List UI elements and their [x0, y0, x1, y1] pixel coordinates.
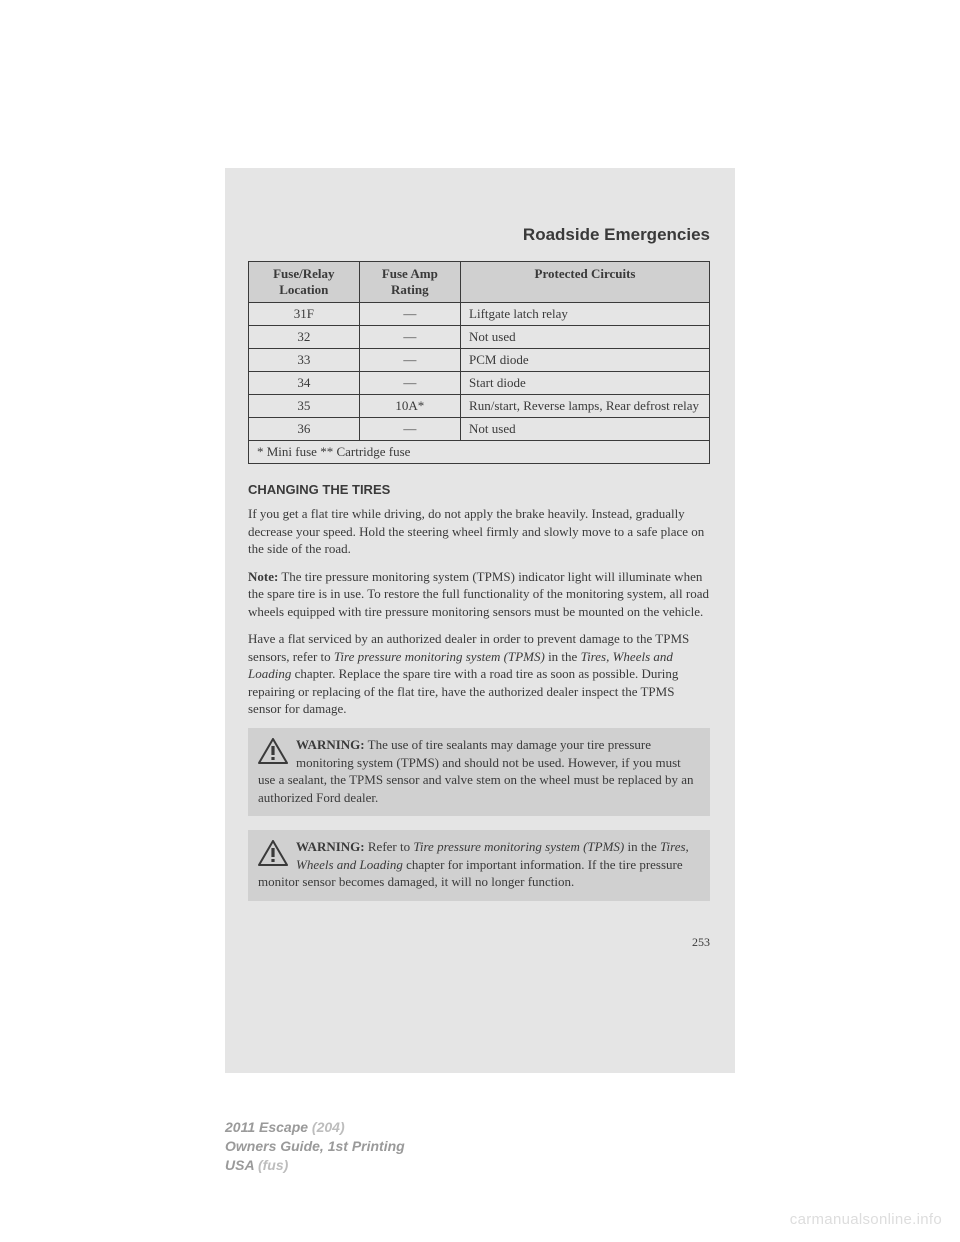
cell: Not used	[461, 326, 710, 349]
warning-box: WARNING: The use of tire sealants may da…	[248, 728, 710, 816]
page-number: 253	[248, 935, 710, 950]
warning-label: WARNING:	[296, 839, 365, 854]
warning-label: WARNING:	[296, 737, 365, 752]
italic-text: Tire pressure monitoring system (TPMS)	[334, 649, 545, 664]
cell: 10A*	[359, 395, 460, 418]
cell: —	[359, 418, 460, 441]
paragraph: If you get a flat tire while driving, do…	[248, 505, 710, 558]
table-row: 35 10A* Run/start, Reverse lamps, Rear d…	[249, 395, 710, 418]
warning-icon	[258, 840, 288, 866]
cell: 36	[249, 418, 360, 441]
fuse-table: Fuse/Relay Location Fuse Amp Rating Prot…	[248, 261, 710, 464]
text: Refer to	[365, 839, 414, 854]
chapter-title: Roadside Emergencies	[248, 225, 710, 245]
text: in the	[624, 839, 660, 854]
col-header-circuits: Protected Circuits	[461, 262, 710, 303]
cell: Liftgate latch relay	[461, 303, 710, 326]
footer-line: Owners Guide, 1st Printing	[225, 1137, 405, 1156]
cell: —	[359, 326, 460, 349]
text: chapter. Replace the spare tire with a r…	[248, 666, 678, 716]
table-footnote: * Mini fuse ** Cartridge fuse	[249, 441, 710, 464]
warning-icon	[258, 738, 288, 764]
table-row: 34 — Start diode	[249, 372, 710, 395]
table-row: 32 — Not used	[249, 326, 710, 349]
paragraph: Have a flat serviced by an authorized de…	[248, 630, 710, 718]
cell: 31F	[249, 303, 360, 326]
table-header-row: Fuse/Relay Location Fuse Amp Rating Prot…	[249, 262, 710, 303]
footer: 2011 Escape (204) Owners Guide, 1st Prin…	[225, 1118, 405, 1175]
note-label: Note:	[248, 569, 278, 584]
cell: —	[359, 349, 460, 372]
footer-code: (fus)	[258, 1157, 288, 1173]
cell: PCM diode	[461, 349, 710, 372]
table-row: 33 — PCM diode	[249, 349, 710, 372]
cell: —	[359, 372, 460, 395]
footer-line: 2011 Escape (204)	[225, 1118, 405, 1137]
footer-region: USA	[225, 1157, 258, 1173]
cell: 32	[249, 326, 360, 349]
footer-model: 2011 Escape	[225, 1119, 312, 1135]
warning-box: WARNING: Refer to Tire pressure monitori…	[248, 830, 710, 901]
section-heading: CHANGING THE TIRES	[248, 482, 710, 497]
cell: 35	[249, 395, 360, 418]
text: in the	[545, 649, 581, 664]
col-header-rating: Fuse Amp Rating	[359, 262, 460, 303]
footer-line: USA (fus)	[225, 1156, 405, 1175]
table-row: 36 — Not used	[249, 418, 710, 441]
cell: 34	[249, 372, 360, 395]
page-content: Roadside Emergencies Fuse/Relay Location…	[248, 225, 710, 950]
table-row: 31F — Liftgate latch relay	[249, 303, 710, 326]
footer-code: (204)	[312, 1119, 345, 1135]
col-header-location: Fuse/Relay Location	[249, 262, 360, 303]
cell: Run/start, Reverse lamps, Rear defrost r…	[461, 395, 710, 418]
italic-text: Tire pressure monitoring system (TPMS)	[413, 839, 624, 854]
text: The tire pressure monitoring system (TPM…	[248, 569, 709, 619]
cell: Start diode	[461, 372, 710, 395]
cell: Not used	[461, 418, 710, 441]
cell: —	[359, 303, 460, 326]
table-footnote-row: * Mini fuse ** Cartridge fuse	[249, 441, 710, 464]
watermark: carmanualsonline.info	[790, 1211, 942, 1228]
paragraph: Note: The tire pressure monitoring syste…	[248, 568, 710, 621]
cell: 33	[249, 349, 360, 372]
